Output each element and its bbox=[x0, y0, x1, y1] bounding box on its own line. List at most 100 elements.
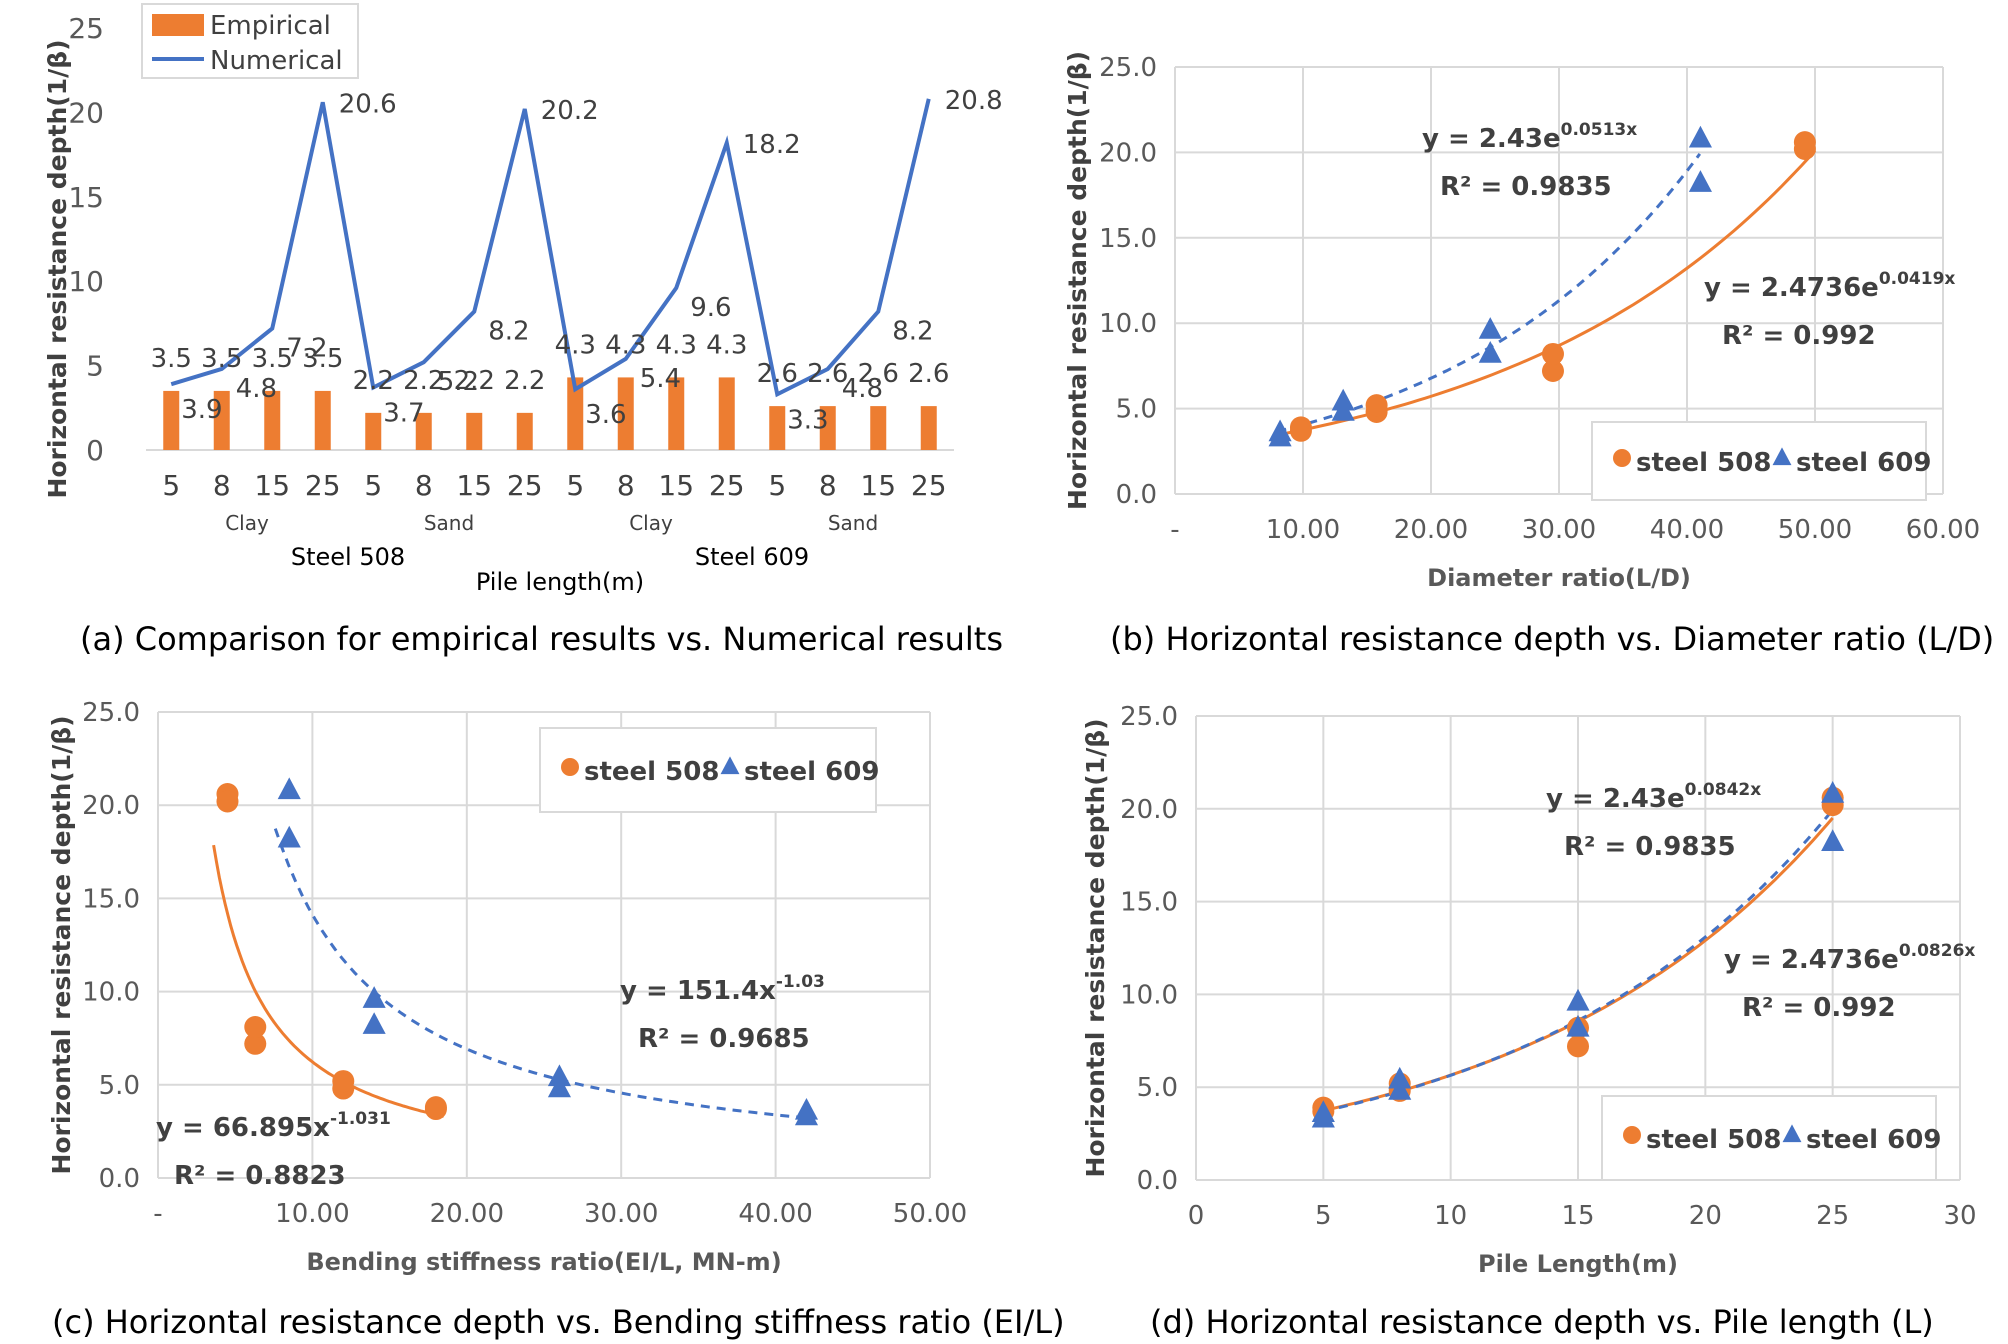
point-steel-609 bbox=[1821, 780, 1845, 803]
y-tick-label: 25.0 bbox=[1120, 702, 1178, 732]
bar-empirical bbox=[365, 412, 382, 450]
caption-a: (a) Comparison for empirical results vs.… bbox=[80, 620, 1003, 658]
x-tick-label: 60.00 bbox=[1906, 515, 1980, 545]
legend-swatch-empirical bbox=[152, 14, 204, 36]
point-steel-609 bbox=[1688, 170, 1712, 192]
data-label-numerical: 20.2 bbox=[541, 96, 599, 126]
legend-box bbox=[1591, 421, 1927, 501]
group-label-steel: Steel 508 bbox=[291, 543, 405, 571]
point-steel-609 bbox=[1821, 829, 1845, 851]
point-steel-609 bbox=[1388, 1077, 1412, 1100]
bar-empirical bbox=[668, 377, 685, 450]
point-steel-609 bbox=[1566, 1014, 1590, 1037]
trendline-equation: y = 151.4x-1.03 bbox=[620, 972, 825, 1006]
r-squared-label: R² = 0.992 bbox=[1722, 321, 1876, 351]
x-axis-title: Pile Length(m) bbox=[1478, 1250, 1678, 1278]
y-axis-title: Horizontal resistance depth(1/β) bbox=[47, 715, 76, 1174]
y-tick-label: 0.0 bbox=[1137, 1166, 1178, 1196]
bar-empirical bbox=[314, 390, 331, 450]
bar-empirical bbox=[516, 412, 533, 450]
legend-label: steel 508 bbox=[584, 757, 719, 787]
x-tick-label: 15 bbox=[1561, 1201, 1594, 1231]
legend-box bbox=[1601, 1095, 1937, 1181]
trendline-equation: y = 2.43e0.0842x bbox=[1546, 780, 1761, 814]
bar-empirical bbox=[870, 406, 887, 450]
point-steel-508 bbox=[1541, 342, 1564, 365]
point-steel-609 bbox=[1566, 988, 1590, 1011]
x-tick-label: 40.00 bbox=[738, 1199, 812, 1229]
chart-panel-d: 0.0 5.0 10.0 15.0 20.0 25.0 0 5 10 15 20 25 30 Pile L… bbox=[1004, 690, 2008, 1300]
x-tick-label: 15 bbox=[658, 469, 694, 502]
data-label-empirical: 3.5 bbox=[201, 344, 242, 374]
equation-exponent: -1.03 bbox=[776, 972, 825, 992]
data-label-numerical: 7.2 bbox=[286, 333, 327, 363]
y-axis-title: Horizontal resistance depth(1/β) bbox=[43, 39, 72, 498]
data-label-empirical: 2.6 bbox=[908, 359, 949, 389]
x-tick-label: 10.00 bbox=[1266, 515, 1340, 545]
equation-exponent: 0.0826x bbox=[1899, 941, 1976, 961]
legend-label-empirical: Empirical bbox=[210, 11, 331, 41]
x-tick-label: 0 bbox=[1188, 1201, 1205, 1231]
data-label-numerical: 4.8 bbox=[842, 374, 883, 404]
chart-a: 0 5 10 15 20 25 3.5 3.5 3.5 3.5 2.2 2.2 2.2 2.2 4.3 4.3… bbox=[43, 3, 1003, 596]
x-axis-title: Diameter ratio(L/D) bbox=[1427, 564, 1691, 592]
data-label-numerical: 5.2 bbox=[438, 367, 479, 397]
equation-base: y = 2.4736e bbox=[1724, 945, 1899, 975]
x-tick-label: 25 bbox=[709, 469, 745, 502]
x-tick-label: 40.00 bbox=[1650, 515, 1724, 545]
chart-panel-a: 0 5 10 15 20 25 3.5 3.5 3.5 3.5 2.2 2.2 2.2 2.2 4.3 4.3… bbox=[0, 0, 1004, 610]
bar-empirical bbox=[567, 377, 584, 450]
x-axis-title: Pile length(m) bbox=[476, 568, 644, 596]
data-label-numerical: 20.6 bbox=[339, 89, 397, 119]
point-steel-508 bbox=[1567, 1035, 1589, 1058]
x-tick-label: 5 bbox=[768, 469, 786, 502]
data-label-numerical: 3.9 bbox=[181, 395, 222, 425]
data-label-empirical: 2.6 bbox=[858, 359, 899, 389]
point-steel-609 bbox=[1478, 317, 1502, 339]
data-label-numerical: 3.7 bbox=[383, 399, 424, 429]
point-steel-609 bbox=[362, 1012, 386, 1034]
point-steel-508 bbox=[216, 790, 239, 813]
data-label-numerical: 5.4 bbox=[640, 364, 681, 394]
point-steel-609 bbox=[277, 777, 301, 800]
point-steel-609 bbox=[1388, 1066, 1412, 1089]
data-label-numerical: 8.2 bbox=[488, 317, 529, 347]
equation-base: y = 151.4x bbox=[620, 976, 776, 1006]
x-tick-label: 8 bbox=[617, 469, 635, 502]
data-label-numerical: 8.2 bbox=[892, 317, 933, 347]
x-tick-label: 50.00 bbox=[893, 1199, 967, 1229]
data-label-empirical: 3.5 bbox=[302, 344, 343, 374]
data-label-numerical: 3.6 bbox=[585, 400, 626, 430]
y-tick-label: 15 bbox=[68, 181, 104, 214]
data-label-empirical: 4.3 bbox=[555, 330, 596, 360]
bar-empirical bbox=[920, 406, 937, 450]
y-tick-label: 0.0 bbox=[99, 1164, 140, 1194]
x-tick-label: 15 bbox=[254, 469, 290, 502]
x-tick-label: 5 bbox=[162, 469, 180, 502]
r-squared-label: R² = 0.9685 bbox=[638, 1024, 810, 1054]
trendline-steel-508 bbox=[212, 844, 444, 1118]
bar-empirical bbox=[163, 390, 180, 450]
legend-marker-steel-609 bbox=[1782, 1124, 1802, 1143]
data-label-numerical: 4.8 bbox=[236, 374, 277, 404]
equation-exponent: -1.031 bbox=[330, 1109, 391, 1129]
point-steel-609 bbox=[362, 986, 386, 1008]
point-steel-609 bbox=[794, 1103, 819, 1126]
chart-c: 0.0 5.0 10.0 15.0 20.0 25.0 - 10.00 20.00 30.00 40… bbox=[47, 698, 967, 1276]
point-steel-609 bbox=[277, 825, 301, 848]
legend-box bbox=[539, 727, 877, 813]
y-tick-label: 20 bbox=[68, 96, 104, 129]
chart-b: 0.0 5.0 10.0 15.0 20.0 25.0 - 10.00 20.00 30.00 40… bbox=[1063, 51, 1980, 592]
point-steel-609 bbox=[1311, 1105, 1335, 1128]
data-label-empirical: 2.2 bbox=[353, 366, 394, 396]
equation-base: y = 2.4736e bbox=[1704, 273, 1879, 303]
data-label-empirical: 2.2 bbox=[454, 366, 495, 396]
chart-panel-c: 0.0 5.0 10.0 15.0 20.0 25.0 - 10.00 20.00 30.00 40… bbox=[0, 690, 1004, 1300]
y-tick-label: 20.0 bbox=[1120, 795, 1178, 825]
legend-marker-steel-508 bbox=[561, 758, 579, 776]
x-tick-label: 30 bbox=[1943, 1201, 1976, 1231]
y-tick-label: 10.0 bbox=[1120, 980, 1178, 1010]
data-label-empirical: 4.3 bbox=[706, 330, 747, 360]
x-tick-label: 25 bbox=[1816, 1201, 1849, 1231]
legend-marker-steel-508 bbox=[1613, 449, 1631, 467]
